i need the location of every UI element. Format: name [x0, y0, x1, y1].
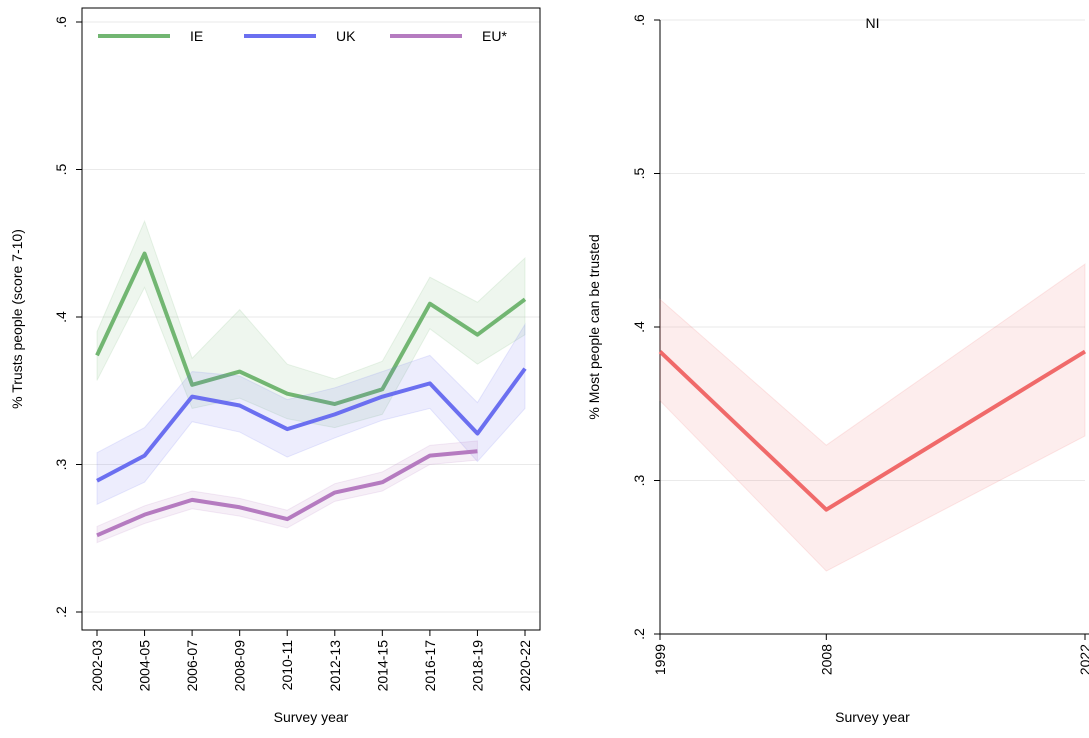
y-tick-label: .4 — [53, 311, 69, 323]
chart-title: NI — [866, 15, 880, 31]
x-tick-label: 2012-13 — [327, 640, 343, 692]
series-line — [658, 349, 1087, 512]
x-tick-label: 2016-17 — [422, 640, 438, 692]
y-axis-label: % Trusts people (score 7-10) — [9, 229, 25, 409]
y-tick-label: .3 — [53, 458, 69, 470]
confidence-band — [96, 219, 526, 429]
y-tick-label: .6 — [53, 16, 69, 28]
y-tick-label: .2 — [631, 628, 647, 640]
x-axis-label: Survey year — [274, 709, 349, 725]
legend-label: EU* — [482, 28, 507, 44]
x-tick-label: 2022 — [1077, 644, 1089, 675]
plot-frame — [81, 7, 541, 631]
x-tick-label: 2004-05 — [137, 640, 153, 692]
x-tick-label: 2014-15 — [374, 640, 390, 692]
series-line — [96, 449, 478, 538]
x-axis-label: Survey year — [835, 709, 910, 725]
confidence-band — [96, 440, 478, 544]
series-line — [95, 251, 527, 407]
x-tick-label: 2018-19 — [469, 640, 485, 692]
confidence-band — [659, 263, 1086, 572]
series-line — [96, 367, 527, 483]
y-axis-label: % Most people can be trusted — [586, 234, 602, 419]
x-tick-label: 2006-07 — [184, 640, 200, 692]
confidence-band — [96, 322, 526, 506]
y-tick-label: .5 — [53, 163, 69, 175]
y-tick-label: .4 — [631, 321, 647, 333]
y-tick-label: .5 — [631, 167, 647, 179]
x-tick-label: 2010-11 — [279, 640, 295, 691]
legend-label: UK — [336, 28, 356, 44]
x-tick-label: 1999 — [652, 644, 668, 675]
legend-label: IE — [190, 28, 203, 44]
y-tick-label: .3 — [631, 474, 647, 486]
x-tick-label: 2008-09 — [232, 640, 248, 692]
x-tick-label: 2020-22 — [517, 640, 533, 692]
x-tick-label: 2002-03 — [89, 640, 105, 692]
y-tick-label: .2 — [53, 606, 69, 618]
y-tick-label: .6 — [631, 14, 647, 26]
x-tick-label: 2008 — [818, 644, 834, 675]
